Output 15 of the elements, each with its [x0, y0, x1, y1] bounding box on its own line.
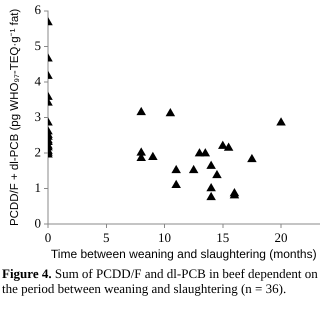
y-tick-label: 4 — [34, 73, 42, 88]
y-axis-title: PCDD/F + dl-PCB (pg WHO₉₇-TEQ·g⁻¹ fat) — [9, 8, 22, 226]
y-tick-label: 1 — [34, 180, 41, 195]
x-axis-title: Time between weaning and slaughtering (months) — [50, 247, 317, 262]
y-tick-label: 2 — [34, 144, 41, 160]
x-tick-label: 20 — [274, 230, 288, 246]
y-tick-label: 3 — [34, 108, 41, 124]
y-tick-label: 6 — [34, 2, 42, 18]
x-tick-label: 15 — [216, 230, 230, 246]
x-tick-label: 0 — [44, 230, 52, 246]
y-tick-label: 5 — [34, 38, 41, 53]
caption: Figure 4. Sum of PCDD/F and dl-PCB in beef dependent on the period between weaning and slaughtering (n = 36). — [2, 266, 319, 296]
x-tick-label: 10 — [158, 230, 172, 246]
x-tick-label: 5 — [103, 230, 110, 246]
y-tick-label: 0 — [34, 215, 41, 230]
